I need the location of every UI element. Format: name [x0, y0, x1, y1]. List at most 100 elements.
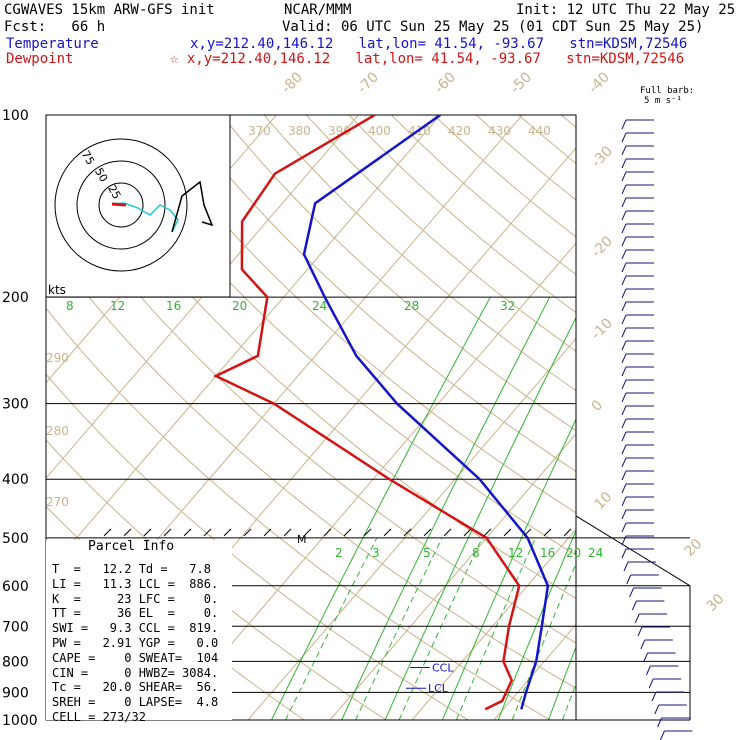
- parcel-info-line: SREH = 0 LAPSE= 4.8: [52, 695, 219, 710]
- org-label: NCAR/MMM: [284, 2, 352, 18]
- barb-panel-border: [575, 479, 691, 720]
- pressure-tick-label: 700: [2, 619, 29, 635]
- level-tick: [483, 528, 492, 537]
- ccl-label: CCL: [432, 662, 454, 675]
- moist-adiabat-line: [562, 682, 576, 720]
- wind-barb-flag: [621, 483, 627, 494]
- level-tick: [423, 528, 432, 537]
- moist-adiabat-line: [355, 537, 443, 720]
- wind-barb-flag: [621, 405, 627, 416]
- wind-barb-flag: [645, 665, 651, 676]
- level-tick: [543, 528, 552, 537]
- wind-barb-flag: [634, 613, 640, 624]
- dry-adiabat-line: [46, 240, 576, 689]
- mixing-ratio-label: 16: [540, 546, 555, 560]
- dry-adiabat-line: [221, 115, 576, 432]
- theta-tick-label: 290: [46, 351, 69, 365]
- temperature-legend: Temperature: [6, 36, 99, 52]
- level-tick: [263, 528, 272, 537]
- wind-barb-flag: [657, 717, 663, 728]
- mixing-ratio-label: 8: [472, 546, 480, 560]
- wind-barb-flag: [621, 431, 627, 442]
- moist-adiabat-line: [398, 537, 483, 720]
- theta-tick-label: 380: [288, 124, 311, 138]
- level-tick: [103, 528, 112, 537]
- wind-barb-flag: [621, 444, 627, 455]
- wind-barb-flag: [621, 132, 627, 143]
- dry-adiabat-line: [178, 115, 576, 472]
- isotherm-tick-label: -20: [589, 233, 616, 260]
- level-marker: M: [297, 533, 307, 546]
- isotherm-line: [46, 115, 359, 479]
- wind-barb-flag: [621, 496, 627, 507]
- mixing-ratio-label: 20: [566, 546, 581, 560]
- dry-adiabat-line: [46, 373, 469, 720]
- wind-barb-flag: [651, 691, 657, 702]
- isotherm-tick-label: 10: [592, 489, 616, 513]
- mixing-ratio-label: 32: [500, 299, 515, 313]
- wind-barbs: [621, 119, 693, 740]
- pressure-tick-label: 1000: [2, 713, 38, 729]
- pressure-tick-label: 200: [2, 290, 29, 306]
- mixing-ratio-label: 5: [423, 546, 431, 560]
- hodograph-ring: [54, 138, 188, 272]
- wind-barb-flag: [621, 470, 627, 481]
- hodograph-ring: [98, 182, 144, 228]
- level-tick: [203, 528, 212, 537]
- sounding-traces: [213, 115, 550, 711]
- theta-tick-label: 420: [448, 124, 471, 138]
- wind-barb-flag: [621, 457, 627, 468]
- wind-barb-flag: [621, 184, 627, 195]
- level-tick: [503, 528, 512, 537]
- wind-barb-flag: [623, 561, 629, 572]
- valid-time: Valid: 06 UTC Sun 25 May 25 (01 CDT Sun …: [282, 19, 704, 35]
- isotherm-tick-label: 0: [589, 397, 607, 415]
- barb-legend-units: 5 m s⁻¹: [644, 96, 682, 106]
- model-title: CGWAVES 15km ARW-GFS init: [4, 2, 215, 18]
- level-tick: [223, 528, 232, 537]
- dry-adiabat-line: [646, 115, 740, 720]
- isotherm-tick-label: -30: [589, 143, 616, 170]
- wind-barb-flag: [621, 301, 627, 312]
- level-tick: [303, 528, 312, 537]
- isotherm-tick-label: -10: [589, 315, 616, 342]
- level-tick: [323, 528, 332, 537]
- temperature-location: x,y=212.40,146.12 lat,lon= 41.54, -93.67…: [190, 36, 688, 52]
- wind-barb-flag: [631, 600, 637, 611]
- mixing-ratio-label: 28: [404, 299, 419, 313]
- wind-barb-flag: [621, 249, 627, 260]
- wind-barb-flag: [621, 275, 627, 286]
- wind-barb-flag: [621, 535, 627, 546]
- moist-adiabat-line: [511, 562, 576, 720]
- dry-adiabat-line: [475, 115, 576, 201]
- hodograph-high-trace: [171, 180, 214, 233]
- pressure-tick-label: 300: [2, 397, 29, 413]
- wind-barb-flag: [621, 379, 627, 390]
- wind-barb-flag: [621, 314, 627, 325]
- isotherm-tick-label: -80: [279, 69, 306, 96]
- pressure-tick-label: 900: [2, 685, 29, 701]
- dry-adiabat-line: [51, 115, 576, 600]
- wind-barb-flag: [621, 509, 627, 520]
- mixing-ratio-line: [497, 529, 576, 720]
- mixing-ratio-label: 16: [166, 299, 181, 313]
- wind-barb-flag: [621, 197, 627, 208]
- moist-adiabat-line: [285, 537, 378, 720]
- wind-barb-flag: [621, 522, 627, 533]
- level-tick: [343, 528, 352, 537]
- theta-tick-label: 280: [46, 424, 69, 438]
- parcel-info-title: Parcel Info: [88, 539, 175, 554]
- dry-adiabat-line: [136, 115, 576, 514]
- theta-tick-label: 370: [248, 124, 271, 138]
- parcel-info-line: T = 12.2 Td = 7.8: [52, 562, 211, 576]
- parcel-info-line: CAPE = 0 SWEAT= 104: [52, 650, 219, 665]
- theta-tick-label: 400: [368, 124, 391, 138]
- mixing-ratio-label: 12: [508, 546, 523, 560]
- level-tick: [163, 528, 172, 537]
- forecast-hour: Fcst: 66 h: [4, 19, 106, 35]
- dry-adiabat-line: [263, 115, 576, 392]
- pressure-tick-label: 400: [2, 472, 29, 488]
- parcel-info-background: [46, 540, 232, 720]
- wind-barb-flag: [621, 288, 627, 299]
